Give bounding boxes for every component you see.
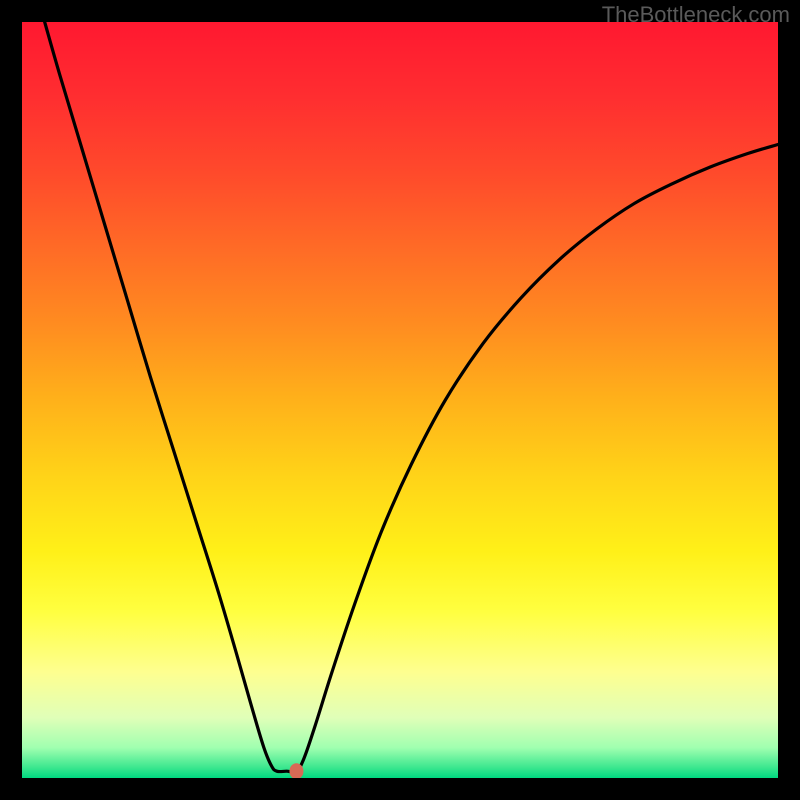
plot-background (22, 22, 778, 778)
chart-container: TheBottleneck.com (0, 0, 800, 800)
bottleneck-chart (0, 0, 800, 800)
optimum-marker (289, 763, 303, 779)
